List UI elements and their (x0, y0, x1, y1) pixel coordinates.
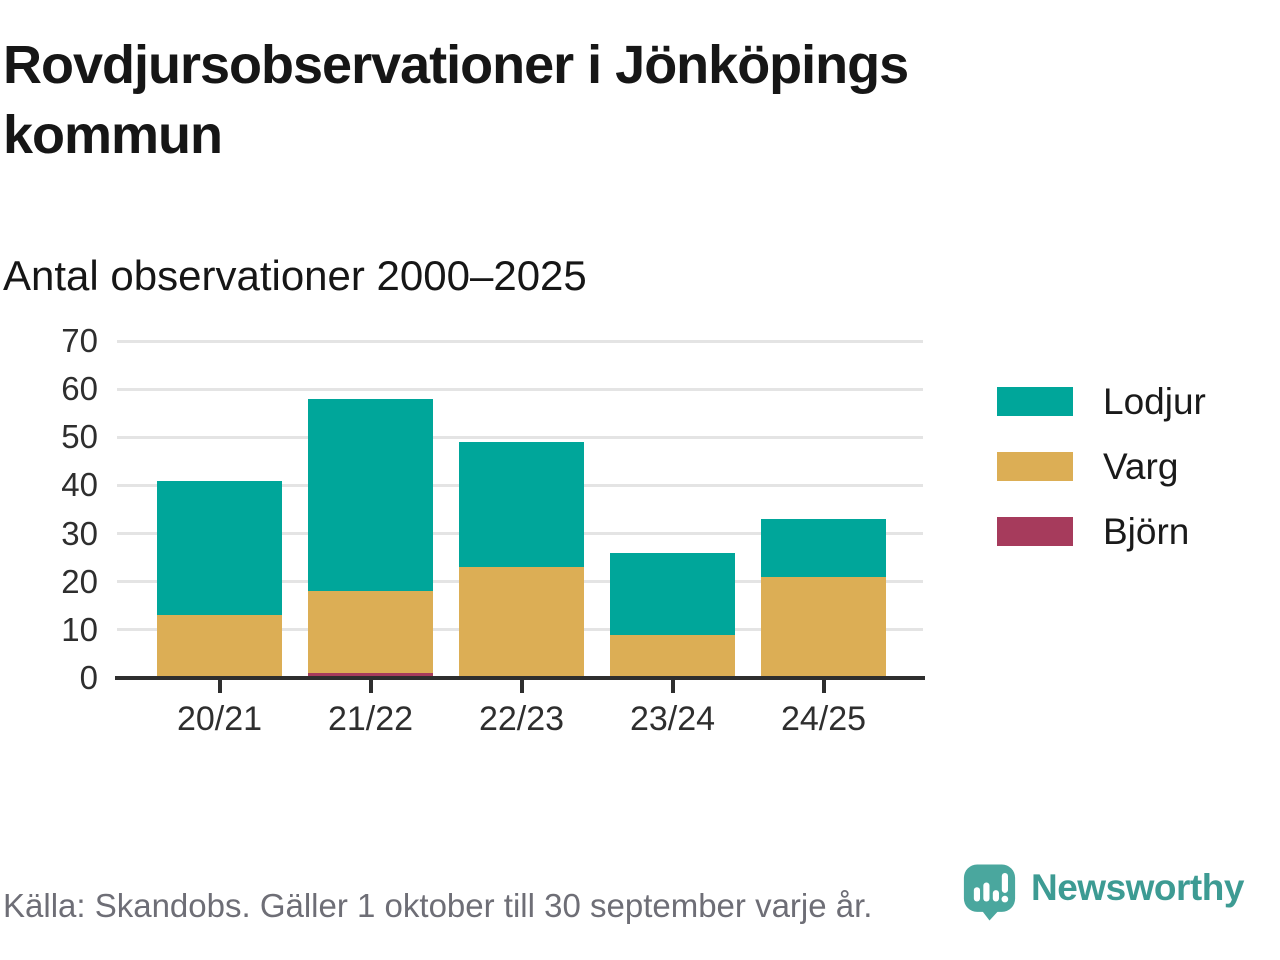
x-tick-label: 22/23 (478, 700, 565, 738)
x-tick-label: 21/22 (327, 700, 414, 738)
newsworthy-logo-icon (963, 864, 1016, 921)
y-tick-label: 70 (61, 322, 98, 359)
legend-item-varg: Varg (997, 448, 1206, 485)
legend-item-björn: Björn (997, 513, 1206, 550)
newsworthy-wordmark: Newsworthy (1031, 867, 1244, 908)
bar-segment-varg (610, 634, 735, 678)
chart-legend: Lodjur Varg Björn (997, 383, 1206, 550)
x-axis-line (115, 676, 925, 680)
x-axis-tick (368, 680, 373, 693)
gridline-60 (117, 387, 923, 391)
x-tick-label: 23/24 (629, 700, 716, 738)
legend-swatch (997, 387, 1073, 416)
gridline-70 (117, 339, 923, 343)
gridline-50 (117, 435, 923, 439)
bar-segment-varg (308, 591, 433, 674)
x-tick-label: 20/21 (176, 700, 263, 738)
bar-segment-varg (459, 567, 584, 678)
y-tick-label: 60 (61, 370, 98, 408)
legend-label: Lodjur (1103, 381, 1206, 422)
bar-segment-björn (308, 673, 433, 678)
bar-segment-lodjur (610, 552, 735, 635)
source-note: Källa: Skandobs. Gäller 1 oktober till 3… (3, 887, 873, 924)
chart-subtitle: Antal observationer 2000–2025 (3, 252, 587, 299)
legend-label: Björn (1103, 511, 1190, 552)
bar-segment-lodjur (308, 398, 433, 592)
x-axis-tick (670, 680, 675, 693)
legend-swatch (997, 452, 1073, 481)
legend-item-lodjur: Lodjur (997, 383, 1206, 420)
y-tick-label: 40 (61, 466, 98, 504)
x-tick-label: 24/25 (780, 700, 867, 738)
bar-segment-lodjur (459, 442, 584, 568)
x-axis-tick (821, 680, 826, 693)
y-tick-label: 50 (61, 418, 98, 456)
chart-title: Rovdjursobservationer i Jönköpings kommu… (3, 30, 1153, 170)
legend-label: Varg (1103, 446, 1179, 487)
y-tick-label: 10 (61, 610, 98, 648)
x-axis-tick (217, 680, 222, 693)
bar-segment-lodjur (157, 480, 282, 616)
legend-swatch (997, 517, 1073, 546)
chart-title-line-1: Rovdjursobservationer i Jönköpings (3, 35, 909, 95)
chart-title-line-2: kommun (3, 105, 223, 165)
y-tick-label: 0 (79, 659, 98, 696)
y-tick-label: 20 (61, 562, 98, 600)
bar-segment-varg (761, 576, 886, 678)
bar-segment-varg (157, 615, 282, 678)
y-tick-label: 30 (61, 514, 98, 552)
x-axis-tick (519, 680, 524, 693)
newsworthy-brand: Newsworthy (962, 862, 1244, 922)
bar-segment-lodjur (761, 519, 886, 577)
